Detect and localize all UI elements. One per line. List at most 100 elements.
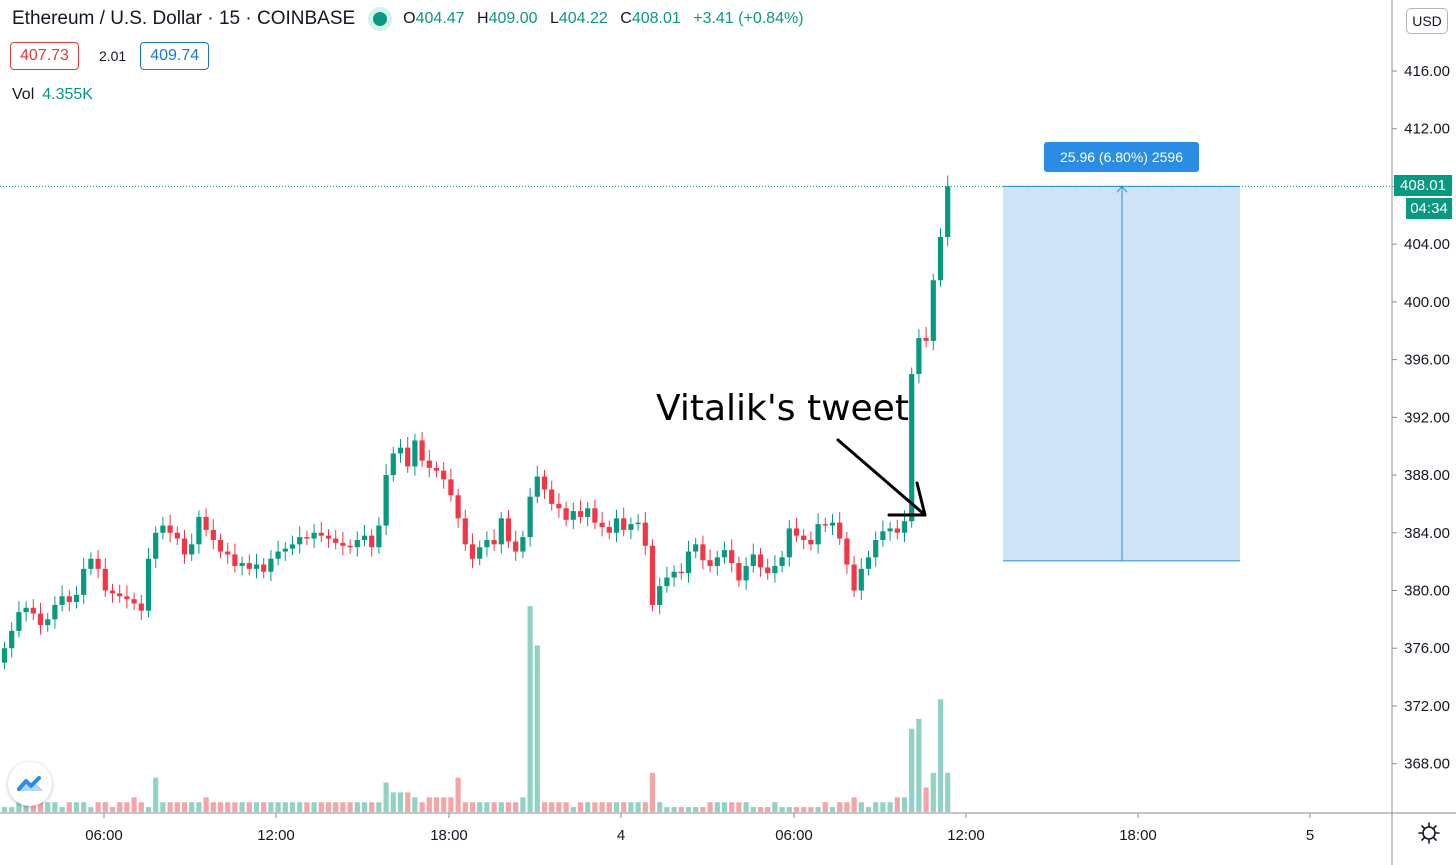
volume-bar [563,802,569,812]
volume-bar [109,807,116,812]
candle [23,607,29,613]
volume-bar [505,802,512,812]
bid-ask-quote: 407.73 2.01 409.74 [10,42,210,70]
candle [549,489,555,504]
volume-bar [419,802,425,812]
candle [16,612,22,631]
volume-bar [851,797,857,812]
candle [196,516,202,545]
candle [189,544,195,555]
volume-bar [685,807,692,812]
candle [369,535,375,548]
volume-bar [628,802,634,812]
candle [880,531,886,540]
buy-button[interactable]: 409.74 [140,42,210,70]
candle [37,613,44,626]
candle [678,571,684,574]
candle [577,511,584,517]
volume-bar [30,802,36,812]
volume-bar [66,802,72,812]
candle [945,186,951,237]
candle [253,564,260,569]
candle [397,447,404,454]
currency-button[interactable]: USD [1406,8,1448,34]
volume-bar [261,802,267,812]
annotation-text[interactable]: Vitalik's tweet [656,388,909,429]
volume-bar [743,802,749,812]
candle [642,522,648,546]
candle [865,557,872,569]
spread-value: 2.01 [98,48,127,64]
volume-bar [426,797,432,812]
candle [217,539,224,552]
symbol-title[interactable]: Ethereum / U.S. Dollar · 15 · COINBASE [12,8,356,29]
candle [109,590,116,594]
market-status-icon [373,12,388,26]
candle [145,558,152,611]
candle [844,538,850,565]
volume-bar [469,802,476,812]
volume-bar [282,802,288,812]
candle [9,630,15,649]
gear-icon[interactable] [1416,820,1442,846]
candle [88,558,94,569]
bar-countdown-tag: 04:34 [1406,198,1452,219]
volume-bar [793,807,800,812]
volume-bar [894,797,900,812]
candle [138,603,144,611]
volume-bar [721,802,728,812]
candle [556,503,562,509]
candle [505,518,512,542]
candle [829,522,836,526]
candle [563,508,569,520]
candle [801,535,807,540]
y-tick-label: 376.00 [1404,640,1450,657]
candle [376,525,382,548]
volume-bar [325,802,332,812]
candle [124,596,130,600]
volume-bar [217,802,224,812]
volume-bar [729,802,735,812]
volume-bar [901,797,908,812]
volume-bar [102,802,108,812]
volume-bar [887,802,893,812]
volume-bar [534,645,540,812]
volume-bar [772,802,778,812]
volume-bar [873,802,879,812]
change-value: +3.41 (+0.84%) [693,10,804,27]
candle [937,236,944,281]
sell-button[interactable]: 407.73 [10,42,79,70]
candle [333,538,339,543]
volume-bar [808,807,814,812]
candle [174,532,180,539]
candle [426,460,432,468]
volume-bar [642,802,648,812]
volume-bar [491,802,497,812]
volume-bar [664,807,670,812]
candle [685,551,692,574]
candle [419,440,425,461]
volume-bar [333,802,339,812]
candle [239,563,245,566]
volume-bar [923,787,929,812]
candle [851,564,857,591]
volume-bar [801,807,807,812]
x-tick-label: 12:00 [947,827,985,844]
volume-value: 4.355K [42,86,93,103]
candle [282,548,288,552]
candle [73,594,80,603]
volume-bar [570,807,576,812]
candle [729,550,735,564]
tradingview-logo-icon[interactable] [8,762,52,806]
candle [361,535,368,540]
volume-bar [88,807,94,812]
volume-bar [167,802,173,812]
candle [289,544,296,549]
candle [448,479,454,496]
y-tick-label: 392.00 [1404,409,1450,426]
candle [261,564,267,572]
candle [160,525,166,533]
candle [354,539,360,548]
volume-bar [786,807,792,812]
